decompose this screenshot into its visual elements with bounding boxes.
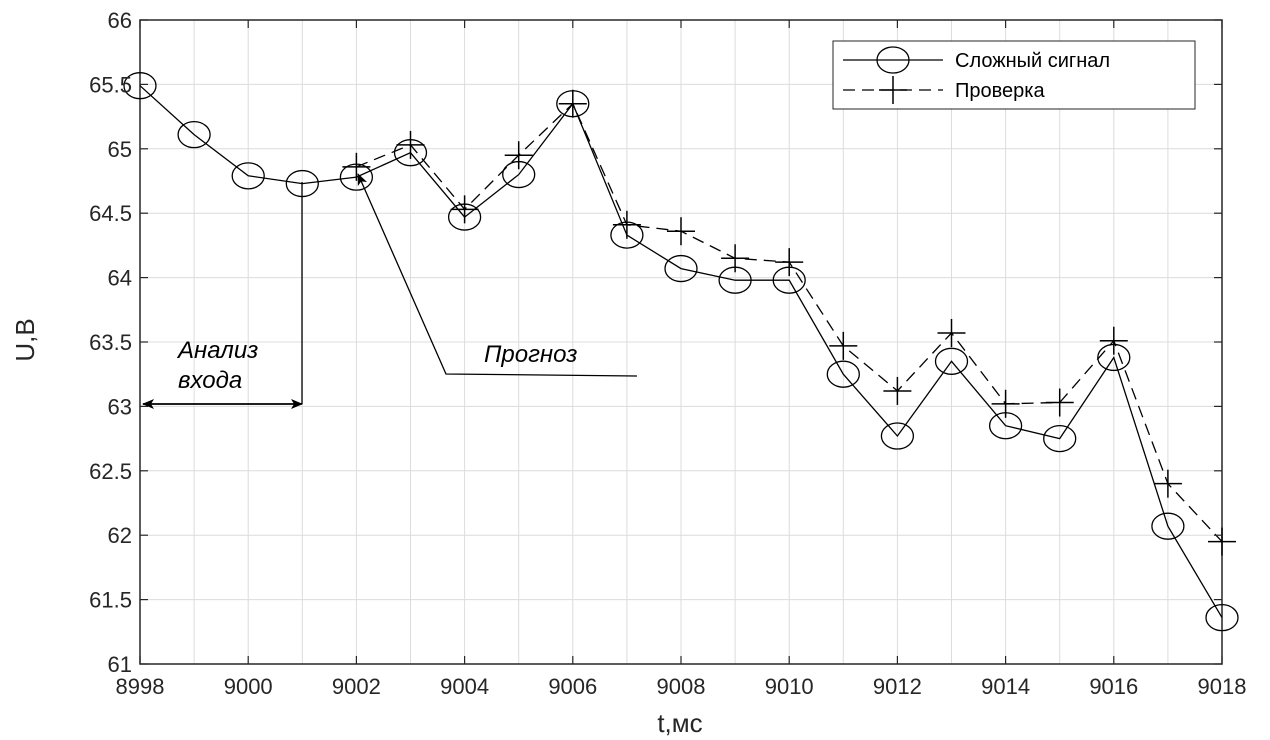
annotations: Анализ входа Прогноз (142, 173, 638, 409)
x-tick-label: 9012 (873, 674, 922, 699)
series-0-point (1043, 424, 1077, 453)
y-tick-label: 65.5 (89, 72, 132, 97)
series-0-point (231, 162, 265, 190)
series-1-point (775, 248, 804, 277)
y-tick-label: 62.5 (89, 459, 132, 484)
x-tick-label: 8998 (116, 674, 165, 699)
x-tick-label: 9004 (440, 674, 489, 699)
series-line-0 (139, 85, 1223, 618)
ticks: 8998 9000 9002 9004 9006 9008 9010 9012 9014 9016… (89, 8, 1246, 699)
x-tick-label: 9000 (224, 674, 273, 699)
series-0-point (447, 203, 482, 231)
series-1-point (396, 130, 425, 159)
x-tick-label: 9002 (332, 674, 381, 699)
y-axis-label: U,B (10, 318, 40, 361)
series-0-point (393, 139, 428, 167)
series-1-point (504, 141, 533, 170)
series-0-point (1205, 603, 1239, 632)
series-1-point (1045, 388, 1074, 417)
x-tick-label: 9008 (657, 674, 706, 699)
y-tick-label: 61 (108, 652, 132, 677)
series-0-point (772, 266, 806, 294)
series-0-point (556, 90, 590, 118)
y-tick-label: 66 (108, 8, 132, 33)
legend-marker-circle (876, 46, 910, 74)
series-0-point (880, 422, 915, 450)
x-tick-label: 9006 (548, 674, 597, 699)
legend-marker-plus (879, 76, 907, 104)
series-0-point (1097, 343, 1131, 372)
series-0-point (123, 72, 157, 100)
series-0-point (177, 120, 211, 149)
series-0-point (610, 221, 644, 249)
series-1-point (667, 217, 695, 246)
y-tick-label: 63 (108, 394, 132, 419)
series-1-point (937, 318, 966, 347)
annotation-forecast-leader-line (357, 173, 638, 377)
annotation-analysis-line1: Анализ (176, 337, 258, 364)
x-tick-label: 9010 (765, 674, 814, 699)
y-tick-label: 65 (108, 137, 132, 162)
series-0-point (502, 160, 536, 189)
y-tick-label: 62 (108, 523, 132, 548)
legend: Сложный сигнал Проверка (832, 40, 1196, 110)
series-0-point (339, 163, 374, 191)
legend-label-1: Проверка (955, 80, 1045, 102)
x-tick-label: 9016 (1089, 674, 1138, 699)
series-1-point (1153, 469, 1182, 498)
series-0-point (826, 360, 860, 388)
y-tick-label: 63.5 (89, 330, 132, 355)
series-1-point (829, 331, 858, 360)
x-axis-label: t,мс (657, 708, 702, 738)
series-1-point (1099, 326, 1128, 355)
series-0-point (988, 412, 1023, 440)
y-tick-label: 64 (108, 266, 132, 291)
y-tick-label: 61.5 (89, 588, 132, 613)
series-layer (123, 72, 1239, 632)
series-1-point (721, 244, 750, 273)
series-0-point (664, 254, 698, 283)
annotation-forecast: Прогноз (484, 341, 577, 368)
y-tick-label: 64.5 (89, 201, 132, 226)
series-0-point (934, 347, 969, 375)
x-tick-label: 9014 (981, 674, 1030, 699)
annotation-analysis-line2: входа (178, 367, 242, 394)
series-0-point (718, 266, 752, 294)
series-0-point (1151, 512, 1185, 540)
x-tick-label: 9018 (1198, 674, 1247, 699)
series-1-point (1208, 527, 1236, 556)
legend-label-0: Сложный сигнал (955, 50, 1110, 72)
series-1-point (883, 376, 912, 405)
